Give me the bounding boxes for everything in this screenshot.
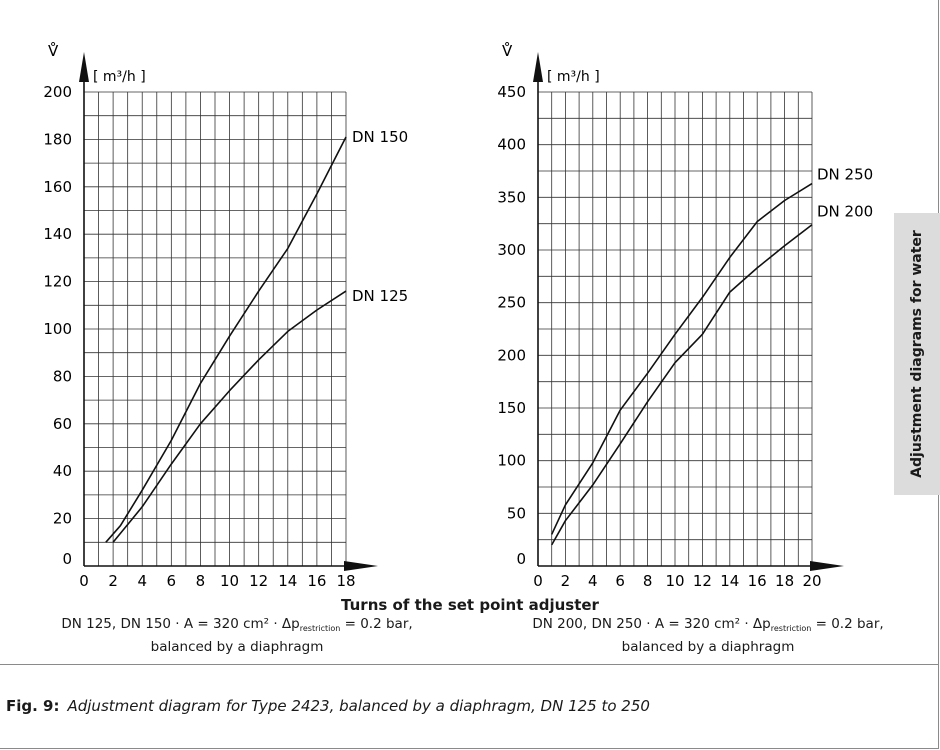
y-axis-arrow: [79, 52, 89, 82]
chart-1: V̊[ m³/h ]0 2 4 6 8 10 12 14 16 18020406080100120…: [43, 41, 408, 590]
x-tick-label: 8: [196, 572, 206, 590]
caption-right-line2: balanced by a diaphragm: [621, 639, 795, 655]
figure-divider: [0, 664, 939, 665]
caption-left-value: = 0.2 bar,: [340, 616, 413, 632]
y-tick-label: 450: [497, 83, 526, 101]
series-line-dn-150: [105, 136, 347, 543]
caption-right-formula: DN 200, DN 250 · A = 320 cm² · Δp: [532, 616, 771, 632]
y-tick-label: 250: [497, 294, 526, 312]
shared-x-axis-label: Turns of the set point adjuster: [341, 596, 599, 614]
y-tick-label: 160: [43, 178, 72, 196]
chart-2: V̊[ m³/h ]0 2 4 6 8 10 12 14 16 18 200501001502002…: [497, 41, 873, 590]
y-tick-label: 40: [53, 462, 72, 480]
x-tick-label: 18: [775, 572, 794, 590]
y-axis-arrow: [533, 52, 543, 82]
x-tick-label: 14: [720, 572, 739, 590]
y-tick-label: 100: [43, 320, 72, 338]
x-tick-label: 12: [693, 572, 712, 590]
x-tick-label: 12: [249, 572, 268, 590]
y-axis-unit: [ m³/h ]: [547, 69, 600, 85]
caption-left-line2: balanced by a diaphragm: [150, 639, 324, 655]
y-tick-label: 100: [497, 452, 526, 470]
x-axis-arrow: [344, 561, 378, 571]
y-tick-label: 0: [62, 550, 72, 568]
y-axis-symbol: V̊: [48, 41, 59, 60]
figure-caption: Fig. 9: Adjustment diagram for Type 2423,…: [6, 697, 650, 715]
y-tick-label: 350: [497, 188, 526, 206]
caption-left-formula: DN 125, DN 150 · A = 320 cm² · Δp: [61, 616, 300, 632]
x-tick-label: 16: [748, 572, 767, 590]
x-tick-label: 4: [137, 572, 147, 590]
side-tab-label: Adjustment diagrams for water: [909, 230, 925, 478]
caption-left-subscript: restriction: [299, 624, 341, 633]
x-axis-arrow: [810, 561, 844, 571]
right-chart-caption: DN 200, DN 250 · A = 320 cm² · Δprestric…: [478, 615, 938, 656]
caption-right-value: = 0.2 bar,: [811, 616, 884, 632]
side-tab: Adjustment diagrams for water: [894, 213, 940, 495]
y-tick-label: 150: [497, 399, 526, 417]
series-line-dn-125: [112, 290, 347, 543]
x-tick-label: 6: [615, 572, 625, 590]
x-tick-label: 4: [588, 572, 598, 590]
series-label-dn-200: DN 200: [817, 203, 873, 221]
x-tick-label: 16: [307, 572, 326, 590]
series-label-dn-250: DN 250: [817, 166, 873, 184]
x-tick-label: 18: [336, 572, 355, 590]
series-label-dn-125: DN 125: [352, 287, 408, 305]
x-tick-label: 20: [802, 572, 821, 590]
charts-canvas: V̊[ m³/h ]0 2 4 6 8 10 12 14 16 18020406080100120…: [43, 41, 873, 590]
left-chart-caption: DN 125, DN 150 · A = 320 cm² · Δprestric…: [4, 615, 470, 656]
figure-label: Fig. 9:: [6, 697, 60, 715]
caption-right-subscript: restriction: [770, 624, 812, 633]
y-tick-label: 20: [53, 510, 72, 528]
y-tick-label: 400: [497, 136, 526, 154]
figure-text: Adjustment diagram for Type 2423, balanc…: [67, 697, 650, 715]
x-tick-label: 10: [220, 572, 239, 590]
x-tick-label: 8: [643, 572, 653, 590]
series-line-dn-250: [550, 182, 813, 535]
x-tick-label: 0: [79, 572, 89, 590]
y-tick-label: 120: [43, 273, 72, 291]
y-axis-unit: [ m³/h ]: [93, 69, 146, 85]
series-line-dn-200: [551, 224, 813, 546]
y-tick-label: 140: [43, 225, 72, 243]
y-tick-label: 50: [507, 504, 526, 522]
x-tick-label: 2: [108, 572, 118, 590]
x-tick-label: 0: [533, 572, 543, 590]
x-tick-label: 6: [167, 572, 177, 590]
y-axis-symbol: V̊: [502, 41, 513, 60]
y-tick-label: 200: [497, 346, 526, 364]
x-tick-label: 10: [665, 572, 684, 590]
series-label-dn-150: DN 150: [352, 128, 408, 146]
y-tick-label: 300: [497, 241, 526, 259]
y-tick-label: 0: [516, 550, 526, 568]
x-tick-label: 2: [561, 572, 571, 590]
y-tick-label: 200: [43, 83, 72, 101]
y-tick-label: 80: [53, 367, 72, 385]
x-tick-label: 14: [278, 572, 297, 590]
y-tick-label: 180: [43, 130, 72, 148]
y-tick-label: 60: [53, 415, 72, 433]
